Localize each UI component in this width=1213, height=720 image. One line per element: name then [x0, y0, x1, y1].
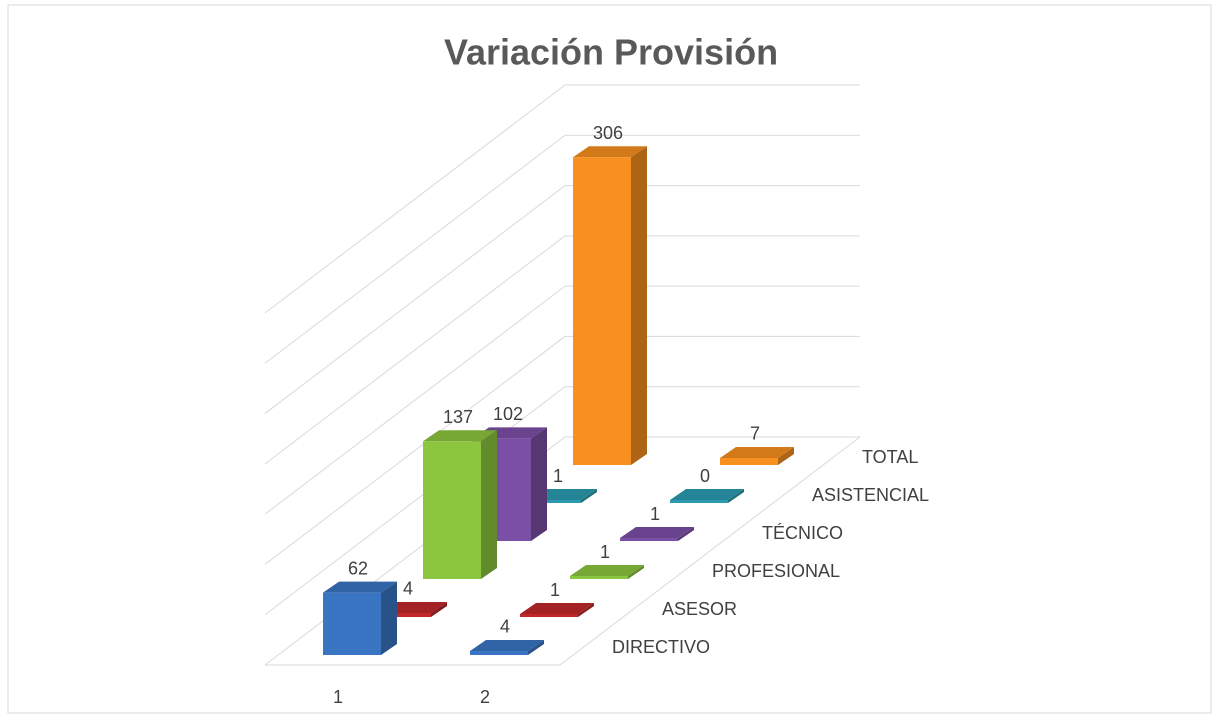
- data-label: 1: [550, 580, 560, 600]
- grid-line: [264, 285, 860, 515]
- data-label: 1: [553, 466, 563, 486]
- grid-line: [264, 335, 860, 565]
- data-label: 137: [443, 407, 473, 427]
- data-label: 306: [593, 123, 623, 143]
- bar-front: [520, 614, 578, 617]
- bar-side: [728, 489, 744, 503]
- bar-front: [620, 538, 678, 541]
- chart-title: Variación Provisión: [444, 32, 778, 73]
- bar-front: [670, 500, 728, 503]
- bar-side: [631, 146, 647, 465]
- data-label: 102: [493, 404, 523, 424]
- bar-top: [720, 446, 794, 458]
- bar-side: [578, 603, 594, 617]
- bar-side: [778, 446, 794, 465]
- grid-line: [264, 134, 860, 364]
- grid-line: [264, 386, 860, 616]
- legend-label: TÉCNICO: [762, 523, 843, 543]
- data-label: 1: [650, 504, 660, 524]
- bar-top: [570, 565, 644, 576]
- bar-side: [528, 639, 544, 655]
- bar-top: [620, 527, 694, 538]
- bar-side: [481, 430, 497, 579]
- x-tick-label: 1: [333, 687, 343, 707]
- data-label: 1: [600, 542, 610, 562]
- bar-front: [573, 157, 631, 465]
- bar-top: [520, 603, 594, 614]
- grid-line: [264, 84, 860, 314]
- bar: [670, 489, 744, 503]
- legend-label: ASISTENCIAL: [812, 485, 929, 505]
- bar-top: [323, 581, 397, 593]
- data-label: 4: [403, 579, 413, 599]
- bar: [470, 639, 544, 655]
- bar: [423, 430, 497, 579]
- bar-side: [678, 527, 694, 541]
- bar: [573, 146, 647, 465]
- bar-front: [720, 457, 778, 465]
- bar-top: [573, 146, 647, 158]
- bar: [720, 446, 794, 465]
- floor-edge: [265, 436, 861, 666]
- x-tick-label: 2: [480, 687, 490, 707]
- bar-side: [628, 565, 644, 579]
- bar-front: [423, 441, 481, 579]
- bar-side: [531, 427, 547, 541]
- bar: [520, 603, 594, 617]
- bar-side: [431, 601, 447, 617]
- bar-front: [323, 592, 381, 655]
- bar-side: [581, 489, 597, 503]
- bar-top: [670, 489, 744, 500]
- legend-label: PROFESIONAL: [712, 561, 840, 581]
- bar-top: [470, 639, 544, 651]
- data-label: 4: [500, 617, 510, 637]
- bar-side: [381, 581, 397, 655]
- legend-label: ASESOR: [662, 599, 737, 619]
- bar-front: [470, 650, 528, 655]
- data-label: 7: [750, 424, 760, 444]
- grid-line: [264, 185, 860, 414]
- data-label: 0: [700, 466, 710, 486]
- bar-front: [570, 576, 628, 579]
- bar: [570, 565, 644, 579]
- legend-label: TOTAL: [862, 447, 918, 467]
- bar: [323, 581, 397, 655]
- bar-top: [423, 430, 497, 442]
- bar: [620, 527, 694, 541]
- grid-line: [264, 235, 860, 465]
- legend-label: DIRECTIVO: [612, 637, 710, 657]
- data-label: 62: [348, 558, 368, 578]
